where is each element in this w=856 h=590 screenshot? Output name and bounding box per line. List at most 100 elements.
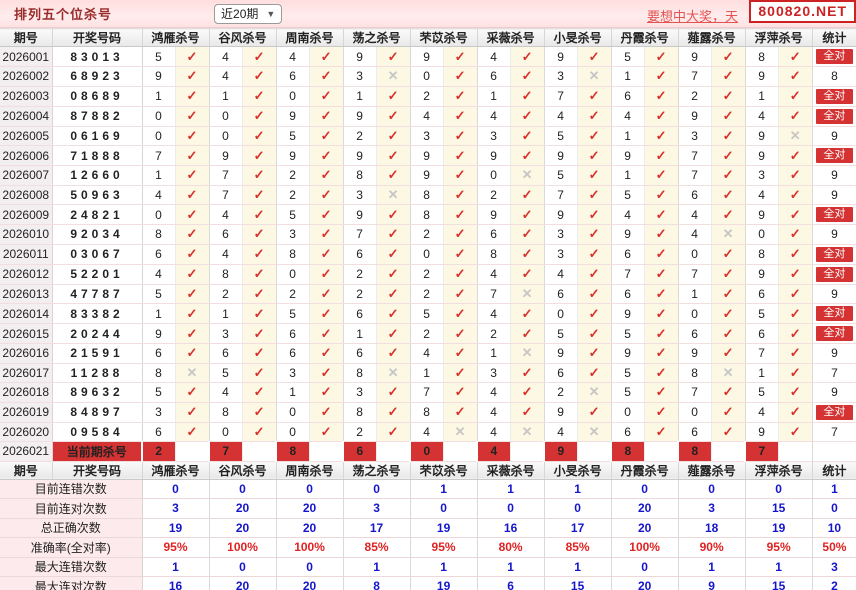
kill-digit: 7 <box>543 185 578 205</box>
check-icon: ✓ <box>320 364 332 380</box>
check-icon: ✓ <box>320 68 332 84</box>
summary-value: 18 <box>677 518 746 538</box>
summary-value: 17 <box>342 518 411 538</box>
kill-digit: 6 <box>476 66 511 87</box>
check-icon: ✓ <box>320 88 332 103</box>
kill-digit: 4 <box>208 46 243 67</box>
mark-cell: ✓ <box>643 106 679 127</box>
summary-row: 目前连对次数 3 20 20 3 0 0 0 20 3 15 0 <box>0 498 856 519</box>
mark-cell <box>442 441 478 462</box>
period-cell: 2026020 <box>0 422 53 442</box>
kill-digit: 9 <box>543 402 578 423</box>
summary-value: 1 <box>744 557 813 577</box>
stat-cell: 8 <box>811 66 856 87</box>
mark-cell: ✓ <box>509 244 545 265</box>
period-range-value: 近20期 <box>221 7 259 21</box>
mark-cell: ✓ <box>241 66 277 87</box>
check-icon: ✓ <box>521 108 533 123</box>
kill-digit: 8 <box>744 46 779 67</box>
mark-cell: ✓ <box>509 106 545 127</box>
kill-digit: 6 <box>543 363 578 383</box>
mark-cell: ✓ <box>509 224 545 245</box>
period-range-select[interactable]: 近20期 ▼ <box>214 3 283 24</box>
mark-cell: ✓ <box>643 422 679 442</box>
kill-digit: 0 <box>409 66 444 87</box>
mark-cell <box>241 441 277 462</box>
summary-label: 目前连错次数 <box>0 479 143 499</box>
site-link[interactable]: 800820.NET <box>749 0 856 23</box>
kill-digit: 4 <box>677 204 712 225</box>
kill-digit: 0 <box>543 303 578 324</box>
winning-number: 83382 <box>52 303 143 324</box>
kill-digit: 1 <box>476 86 511 107</box>
mark-cell: ✓ <box>710 264 746 285</box>
kill-digit: 4 <box>275 46 310 67</box>
check-icon: ✓ <box>521 364 533 380</box>
kill-digit: 3 <box>208 323 243 344</box>
kill-digit: 7 <box>543 86 578 107</box>
summary-value: 6 <box>476 576 545 590</box>
kill-digit: 2 <box>409 86 444 107</box>
kill-digit: 7 <box>141 145 175 166</box>
check-icon: ✓ <box>387 404 399 419</box>
mark-cell: ✓ <box>174 422 210 442</box>
mark-cell: ✓ <box>777 145 813 166</box>
toolbar: 排列五个位杀号 近20期 ▼ 要想中大奖，天 800820.NET <box>0 0 856 28</box>
check-icon: ✓ <box>253 108 265 123</box>
mark-cell <box>308 441 344 462</box>
mark-cell: ✕ <box>375 185 411 205</box>
mark-cell: ✓ <box>308 126 344 146</box>
mark-cell: ✓ <box>576 343 612 364</box>
mark-cell: ✓ <box>241 86 277 107</box>
mark-cell: ✓ <box>241 363 277 383</box>
check-icon: ✓ <box>789 167 801 183</box>
summary-value: 20 <box>275 576 344 590</box>
mark-cell: ✓ <box>442 323 478 344</box>
check-icon: ✓ <box>320 404 332 419</box>
mark-cell: ✕ <box>509 284 545 304</box>
kill-digit: 6 <box>610 284 645 304</box>
col-header-kill-10: 浮萍杀号 <box>744 460 813 480</box>
table-row: 2026005 06169 0 ✓ 0 ✓ 5 ✓ 2 ✓ 3 ✓ 3 ✓ 5 ✓ 1 ✓ 3 ✓ 9 ✕ 9 <box>0 126 856 146</box>
mark-cell: ✓ <box>643 224 679 245</box>
kill-digit: 3 <box>476 126 511 146</box>
kill-digit: 5 <box>141 46 175 67</box>
kill-digit: 8 <box>342 165 377 186</box>
check-icon: ✓ <box>588 404 600 419</box>
kill-digit: 9 <box>677 106 712 127</box>
mark-cell: ✕ <box>710 363 746 383</box>
summary-value: 20 <box>610 498 679 519</box>
mark-cell: ✕ <box>576 422 612 442</box>
col-header-kill-8: 丹霞杀号 <box>610 28 679 47</box>
table-row: 2026018 89632 5 ✓ 4 ✓ 1 ✓ 3 ✓ 7 ✓ 4 ✓ 2 ✕ 5 ✓ 7 ✓ 5 ✓ 9 <box>0 382 856 403</box>
check-icon: ✓ <box>655 305 667 321</box>
mark-cell: ✕ <box>777 126 813 146</box>
kill-digit: 4 <box>409 422 444 442</box>
check-icon: ✓ <box>588 48 600 64</box>
summary-value: 15 <box>744 498 813 519</box>
table-row: 2026010 92034 8 ✓ 6 ✓ 3 ✓ 7 ✓ 2 ✓ 6 ✓ 3 ✓ 9 ✓ 4 ✕ 0 ✓ 9 <box>0 224 856 245</box>
kill-digit: 1 <box>275 382 310 403</box>
check-icon: ✓ <box>521 88 533 103</box>
check-icon: ✓ <box>454 48 466 64</box>
promo-link[interactable]: 要想中大奖，天 <box>646 9 738 24</box>
mark-cell: ✓ <box>509 363 545 383</box>
col-header-kill-8: 丹霞杀号 <box>610 460 679 480</box>
mark-cell: ✓ <box>241 165 277 186</box>
mark-cell: ✓ <box>777 224 813 245</box>
mark-cell: ✓ <box>174 86 210 107</box>
table-row: 2026012 52201 4 ✓ 8 ✓ 0 ✓ 2 ✓ 2 ✓ 4 ✓ 4 ✓ 7 ✓ 7 ✓ 9 ✓ 全对 <box>0 264 856 285</box>
winning-number: 20244 <box>52 323 143 344</box>
check-icon: ✓ <box>789 68 801 84</box>
check-icon: ✓ <box>722 345 734 361</box>
kill-digit: 1 <box>208 303 243 324</box>
kill-digit: 6 <box>141 244 175 265</box>
cross-icon: ✕ <box>789 127 801 143</box>
mark-cell: ✓ <box>241 126 277 146</box>
summary-value: 0 <box>208 479 277 499</box>
kill-digit: 4 <box>476 303 511 324</box>
mark-cell: ✓ <box>643 86 679 107</box>
check-icon: ✓ <box>588 226 600 242</box>
mark-cell: ✓ <box>308 422 344 442</box>
check-icon: ✓ <box>186 404 198 419</box>
